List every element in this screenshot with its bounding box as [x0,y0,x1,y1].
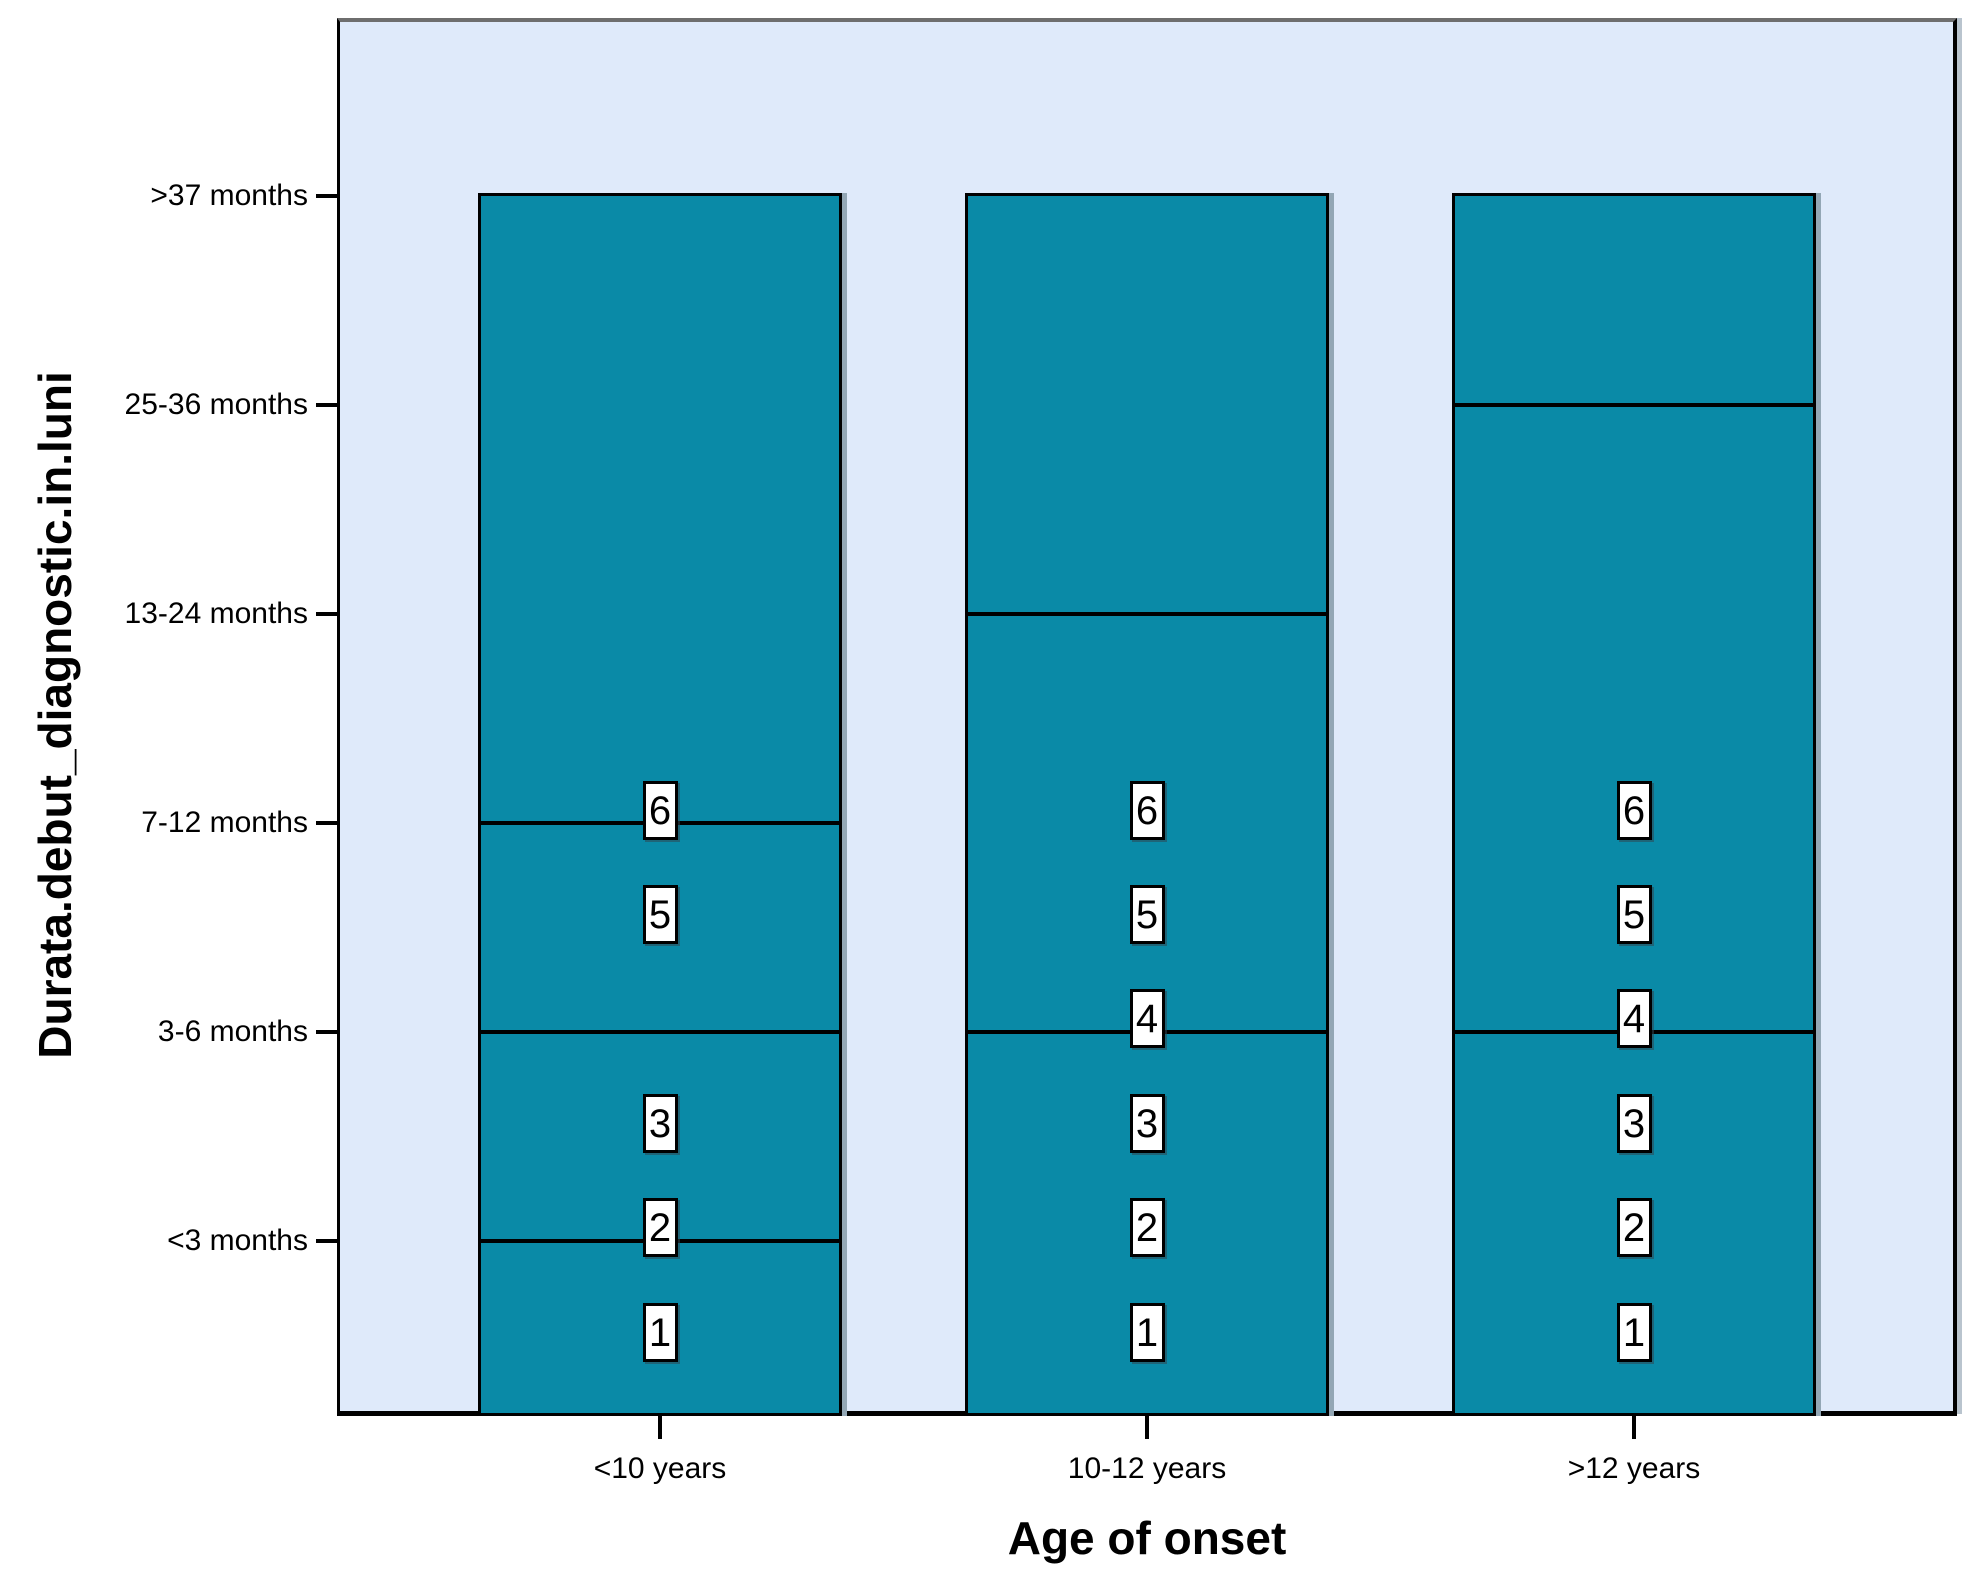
y-tick [316,194,337,198]
bar-segment-line [968,612,1326,616]
y-tick [316,821,337,825]
y-tick-label: 25-36 months [124,388,308,421]
case-marker-box: 1 [642,1303,678,1362]
case-marker-box: 5 [1616,885,1652,944]
x-tick [1632,1416,1636,1439]
y-tick-label: 3-6 months [157,1015,308,1048]
case-marker-box: 2 [1129,1198,1165,1257]
x-tick-label: 10-12 years [1067,1452,1227,1485]
case-marker-box: 2 [642,1198,678,1257]
case-marker-box: 1 [1129,1303,1165,1362]
case-marker-box: 3 [642,1094,678,1153]
case-marker-box: 3 [1616,1094,1652,1153]
y-axis-title: Durata.debut_diagnostic.in.luni [29,371,81,1059]
y-tick-label: >37 months [150,179,308,212]
y-tick-label: <3 months [167,1224,308,1257]
case-marker-box: 1 [1616,1303,1652,1362]
y-tick-label: 13-24 months [124,597,308,630]
case-marker-box: 6 [1129,781,1165,840]
y-tick [316,1030,337,1034]
x-axis-title: Age of onset [1007,1512,1287,1564]
case-marker-box: 5 [1129,885,1165,944]
case-marker-box: 4 [1129,989,1165,1048]
x-tick-label: >12 years [1567,1452,1701,1485]
x-tick-label: <10 years [593,1452,727,1485]
x-tick [658,1416,662,1439]
case-marker-box: 5 [642,885,678,944]
bar-segment-line [481,1030,839,1034]
x-tick [1145,1416,1149,1439]
y-tick [316,1239,337,1243]
y-tick [316,612,337,616]
case-marker-box: 4 [1616,989,1652,1048]
bar-segment-line [1455,403,1813,407]
case-marker-box: 2 [1616,1198,1652,1257]
y-tick-label: 7-12 months [141,806,308,839]
case-marker-box: 3 [1129,1094,1165,1153]
case-marker-box: 6 [642,781,678,840]
y-tick [316,403,337,407]
case-marker-box: 6 [1616,781,1652,840]
